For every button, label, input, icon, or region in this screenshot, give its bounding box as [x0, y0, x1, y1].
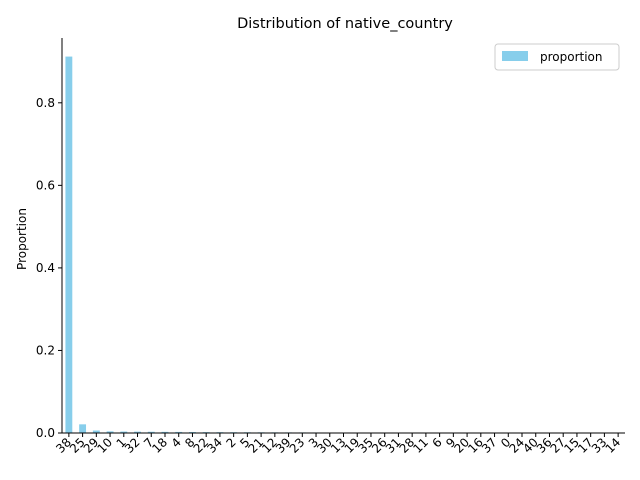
bar-4: [175, 431, 183, 433]
y-tick-label: 0.4: [36, 261, 55, 275]
y-tick-label: 0.8: [36, 96, 55, 110]
x-tick-label: 10: [94, 435, 115, 456]
bar-7: [147, 431, 155, 433]
x-tick-label: 23: [287, 435, 308, 456]
x-tick-label: 2: [223, 435, 238, 450]
legend: proportion: [494, 43, 620, 71]
x-tick-label: 11: [410, 435, 431, 456]
y-ticks-layer: 0.0 0.2 0.4 0.6 0.8: [36, 96, 62, 440]
x-tick-label: 14: [603, 435, 624, 456]
x-ticks-layer: 3825291013271848223425211239233301319352…: [53, 433, 623, 456]
x-tick-label: 18: [149, 435, 170, 456]
x-tick-label: 4: [169, 435, 184, 450]
y-tick-label: 0.2: [36, 343, 55, 357]
bar-18: [161, 431, 169, 433]
legend-swatch: [502, 51, 528, 61]
axes-layer: [61, 38, 625, 434]
bar-38: [65, 56, 73, 433]
bar-32: [134, 431, 141, 433]
legend-frame: [494, 43, 620, 71]
chart-title: Distribution of native_country: [237, 16, 453, 32]
x-tick-label: 32: [122, 435, 143, 456]
bar-25: [79, 424, 87, 433]
y-tick-label: 0.6: [36, 178, 55, 192]
y-axis-label: Proportion: [15, 208, 29, 270]
x-tick-label: 37: [479, 435, 500, 456]
bar-29: [92, 430, 100, 433]
y-tick-label: 0.0: [36, 426, 55, 440]
x-tick-label: 34: [204, 435, 225, 456]
bars-layer: [65, 56, 622, 433]
x-tick-label: 6: [429, 435, 444, 450]
legend-label: proportion: [540, 50, 603, 64]
bar-10: [106, 431, 114, 433]
bar-1: [120, 431, 128, 433]
